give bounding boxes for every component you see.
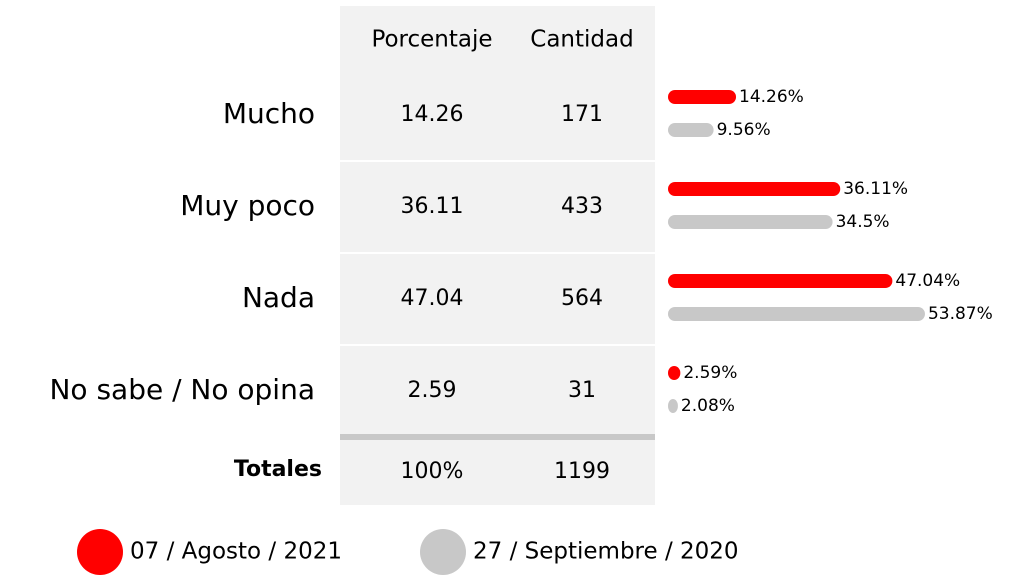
table-background: [340, 6, 655, 505]
table-cell: 31: [568, 378, 596, 403]
row-label: Mucho: [223, 97, 315, 130]
bar-label: 2.08%: [681, 396, 735, 416]
bar: [668, 182, 841, 196]
table-cell: 14.26: [401, 102, 464, 127]
bar: [668, 215, 833, 229]
totals-label: Totales: [234, 457, 322, 482]
row-label: No sabe / No opina: [49, 373, 315, 406]
table-cell: 564: [561, 286, 603, 311]
table-cell: 2.59: [408, 378, 457, 403]
row-label: Nada: [242, 281, 315, 314]
bar-label: 9.56%: [717, 120, 771, 140]
totals-cell: 1199: [554, 459, 610, 484]
bar-label: 53.87%: [928, 304, 993, 324]
column-header: Cantidad: [530, 27, 633, 53]
column-header: Porcentaje: [371, 27, 492, 53]
legend-swatch: [420, 529, 466, 575]
bar-label: 47.04%: [895, 271, 960, 291]
table-cell: 47.04: [401, 286, 464, 311]
legend-label: 27 / Septiembre / 2020: [473, 539, 739, 565]
bar: [668, 274, 893, 288]
bar-label: 36.11%: [843, 179, 908, 199]
bar: [668, 90, 737, 104]
bar: [668, 123, 714, 137]
bar: [668, 307, 925, 321]
bar-label: 2.59%: [683, 363, 737, 383]
bar: [668, 366, 681, 380]
row-label: Muy poco: [180, 189, 315, 222]
bar: [668, 399, 678, 413]
table-cell: 36.11: [401, 194, 464, 219]
totals-separator: [340, 434, 655, 440]
totals-cell: 100%: [401, 459, 464, 484]
legend-label: 07 / Agosto / 2021: [130, 539, 342, 565]
table-cell: 171: [561, 102, 603, 127]
table-cell: 433: [561, 194, 603, 219]
legend-swatch: [77, 529, 123, 575]
bar-label: 34.5%: [836, 212, 890, 232]
bar-label: 14.26%: [739, 87, 804, 107]
